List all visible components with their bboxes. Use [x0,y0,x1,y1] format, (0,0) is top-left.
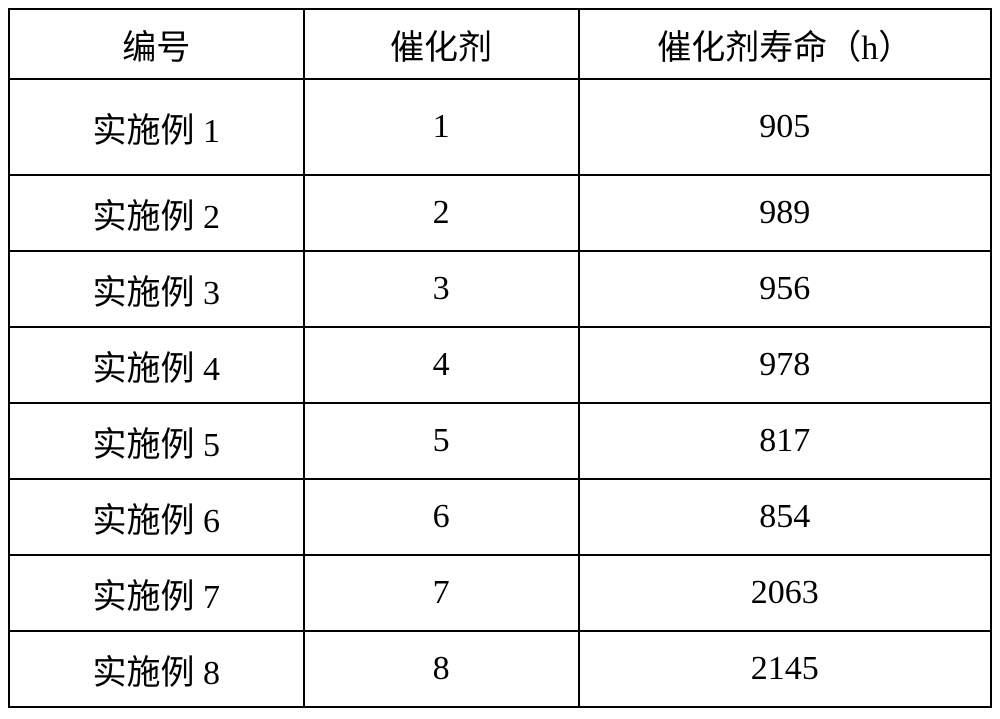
cell-lifetime: 2145 [579,631,991,707]
table-header-row: 编号 催化剂 催化剂寿命（h） [9,9,991,79]
cell-lifetime: 817 [579,403,991,479]
table-row: 实施例 1 1 905 [9,79,991,175]
header-catalyst: 催化剂 [304,9,579,79]
cell-catalyst: 1 [304,79,579,175]
catalyst-table: 编号 催化剂 催化剂寿命（h） 实施例 1 1 905 实施例 2 2 989 … [8,8,992,708]
table-row: 实施例 8 8 2145 [9,631,991,707]
cell-lifetime: 978 [579,327,991,403]
header-lifetime: 催化剂寿命（h） [579,9,991,79]
cell-id: 实施例 8 [9,631,304,707]
cell-id: 实施例 6 [9,479,304,555]
cell-catalyst: 3 [304,251,579,327]
cell-id: 实施例 1 [9,79,304,175]
cell-id: 实施例 7 [9,555,304,631]
table-row: 实施例 3 3 956 [9,251,991,327]
cell-lifetime: 2063 [579,555,991,631]
cell-catalyst: 4 [304,327,579,403]
cell-id: 实施例 3 [9,251,304,327]
cell-lifetime: 956 [579,251,991,327]
catalyst-table-container: 编号 催化剂 催化剂寿命（h） 实施例 1 1 905 实施例 2 2 989 … [8,8,992,708]
table-row: 实施例 7 7 2063 [9,555,991,631]
cell-id: 实施例 5 [9,403,304,479]
cell-lifetime: 989 [579,175,991,251]
cell-catalyst: 8 [304,631,579,707]
cell-catalyst: 7 [304,555,579,631]
cell-id: 实施例 2 [9,175,304,251]
cell-lifetime: 854 [579,479,991,555]
cell-lifetime: 905 [579,79,991,175]
cell-id: 实施例 4 [9,327,304,403]
table-row: 实施例 2 2 989 [9,175,991,251]
cell-catalyst: 6 [304,479,579,555]
cell-catalyst: 2 [304,175,579,251]
header-id: 编号 [9,9,304,79]
cell-catalyst: 5 [304,403,579,479]
table-row: 实施例 5 5 817 [9,403,991,479]
table-row: 实施例 6 6 854 [9,479,991,555]
table-row: 实施例 4 4 978 [9,327,991,403]
